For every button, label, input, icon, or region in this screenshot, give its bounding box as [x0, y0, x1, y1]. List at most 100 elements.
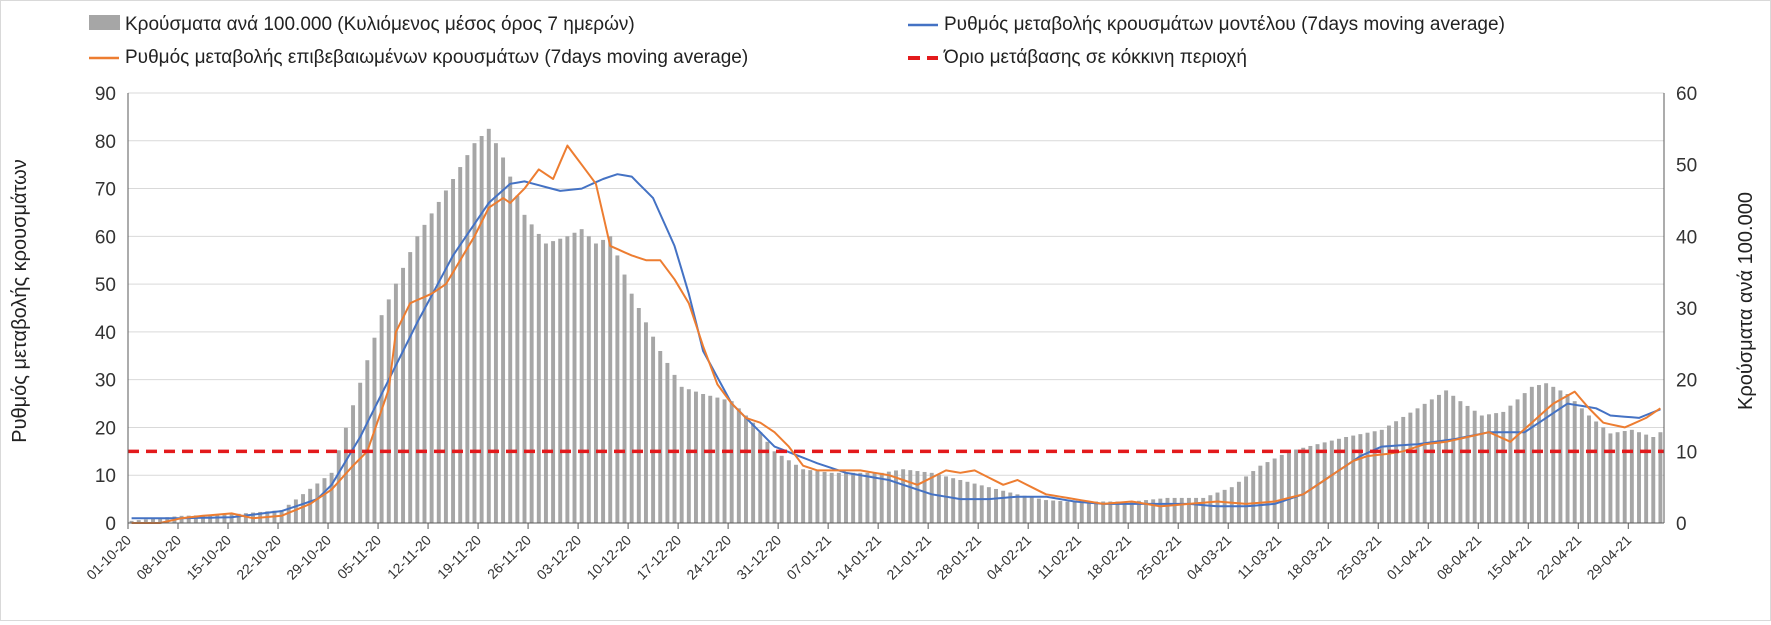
bar — [136, 520, 141, 523]
bar — [215, 514, 220, 523]
bar — [1601, 427, 1606, 523]
x-tick-label: 08-04-21 — [1433, 532, 1484, 583]
bar — [451, 179, 456, 523]
bar — [729, 401, 734, 523]
bar — [1158, 498, 1163, 523]
x-tick-label: 31-12-20 — [733, 532, 784, 583]
x-tick-label: 17-12-20 — [633, 532, 684, 583]
bar — [986, 487, 991, 523]
bar — [186, 515, 191, 523]
left-axis-title: Ρυθμός μεταβολής κρουσμάτων — [9, 159, 31, 443]
bar — [208, 515, 213, 523]
bar — [129, 520, 134, 523]
bar — [994, 488, 998, 523]
left-tick-label: 30 — [95, 371, 116, 392]
x-tick-label: 22-04-21 — [1533, 532, 1584, 583]
bar — [1229, 487, 1234, 523]
x-tick-label: 03-12-20 — [533, 532, 584, 583]
bar — [1515, 399, 1520, 523]
bar — [1508, 405, 1513, 523]
bar — [1108, 501, 1113, 523]
x-tick-label: 07-01-21 — [783, 532, 834, 583]
bar — [1172, 497, 1177, 523]
bar — [1537, 385, 1541, 523]
bar — [944, 476, 948, 523]
bar — [708, 395, 713, 523]
axes — [127, 93, 1665, 524]
bar — [1258, 465, 1263, 523]
bar — [844, 472, 848, 523]
bar — [522, 214, 527, 524]
bar — [179, 515, 184, 523]
left-tick-label: 50 — [95, 275, 116, 296]
bar — [358, 382, 363, 523]
x-tick-label: 04-03-21 — [1183, 532, 1234, 583]
bar — [972, 483, 977, 523]
bar — [1465, 405, 1470, 523]
bar — [672, 374, 677, 523]
bar — [401, 267, 406, 523]
bar — [865, 472, 870, 523]
bar — [286, 504, 291, 523]
bar — [1444, 390, 1449, 523]
bar — [529, 224, 534, 523]
bar — [1487, 414, 1491, 523]
bar — [329, 472, 334, 523]
bar — [1615, 432, 1620, 523]
x-tick-label: 25-03-21 — [1333, 532, 1384, 583]
bar — [501, 157, 506, 523]
left-axis-ticks: 0 10 20 30 40 50 60 70 80 90 — [95, 84, 116, 535]
bar — [851, 472, 856, 523]
bar — [908, 470, 913, 523]
bar — [1008, 492, 1013, 523]
bar — [1608, 433, 1613, 523]
legend-label-confirmed: Ρυθμός μεταβολής επιβεβαιωμένων κρουσμάτ… — [125, 47, 748, 68]
bar — [551, 241, 556, 523]
bar — [1336, 438, 1341, 523]
x-tick-label: 28-01-21 — [933, 532, 984, 583]
bar — [815, 471, 820, 523]
bar — [922, 471, 927, 523]
x-tick-label: 04-02-21 — [983, 532, 1034, 583]
bar — [536, 233, 541, 523]
bar — [608, 236, 613, 524]
bar — [1329, 440, 1334, 523]
bar — [1251, 471, 1256, 523]
x-tick-label: 08-10-20 — [133, 532, 184, 583]
bar — [365, 360, 370, 523]
bar — [786, 460, 791, 523]
bar — [1265, 462, 1270, 523]
bar — [601, 239, 606, 523]
bar — [565, 236, 570, 524]
bar — [665, 362, 670, 523]
bar — [829, 472, 834, 523]
bar — [1072, 501, 1077, 523]
bar — [1565, 394, 1570, 523]
bar — [1044, 500, 1048, 523]
bar — [901, 469, 906, 523]
legend-label-threshold: Όριο μετάβασης σε κόκκινη περιοχή — [943, 47, 1247, 68]
left-tick-label: 0 — [105, 514, 116, 535]
bar — [479, 136, 484, 523]
bar — [579, 229, 584, 523]
bar — [593, 243, 598, 523]
bar — [429, 213, 434, 523]
bar — [1022, 495, 1027, 523]
bar — [1194, 497, 1199, 523]
left-tick-label: 20 — [95, 418, 116, 439]
bar — [679, 386, 684, 523]
bar — [1415, 408, 1420, 523]
left-tick-label: 40 — [95, 323, 116, 344]
bar — [415, 236, 420, 524]
bar — [1215, 492, 1220, 523]
bar — [1386, 425, 1391, 523]
bar — [1408, 412, 1413, 523]
bar — [979, 485, 984, 523]
right-tick-label: 50 — [1676, 156, 1697, 177]
bar — [322, 478, 327, 523]
bar — [744, 415, 748, 523]
bar — [308, 488, 313, 523]
gridlines — [128, 92, 1664, 524]
bar — [472, 143, 477, 523]
